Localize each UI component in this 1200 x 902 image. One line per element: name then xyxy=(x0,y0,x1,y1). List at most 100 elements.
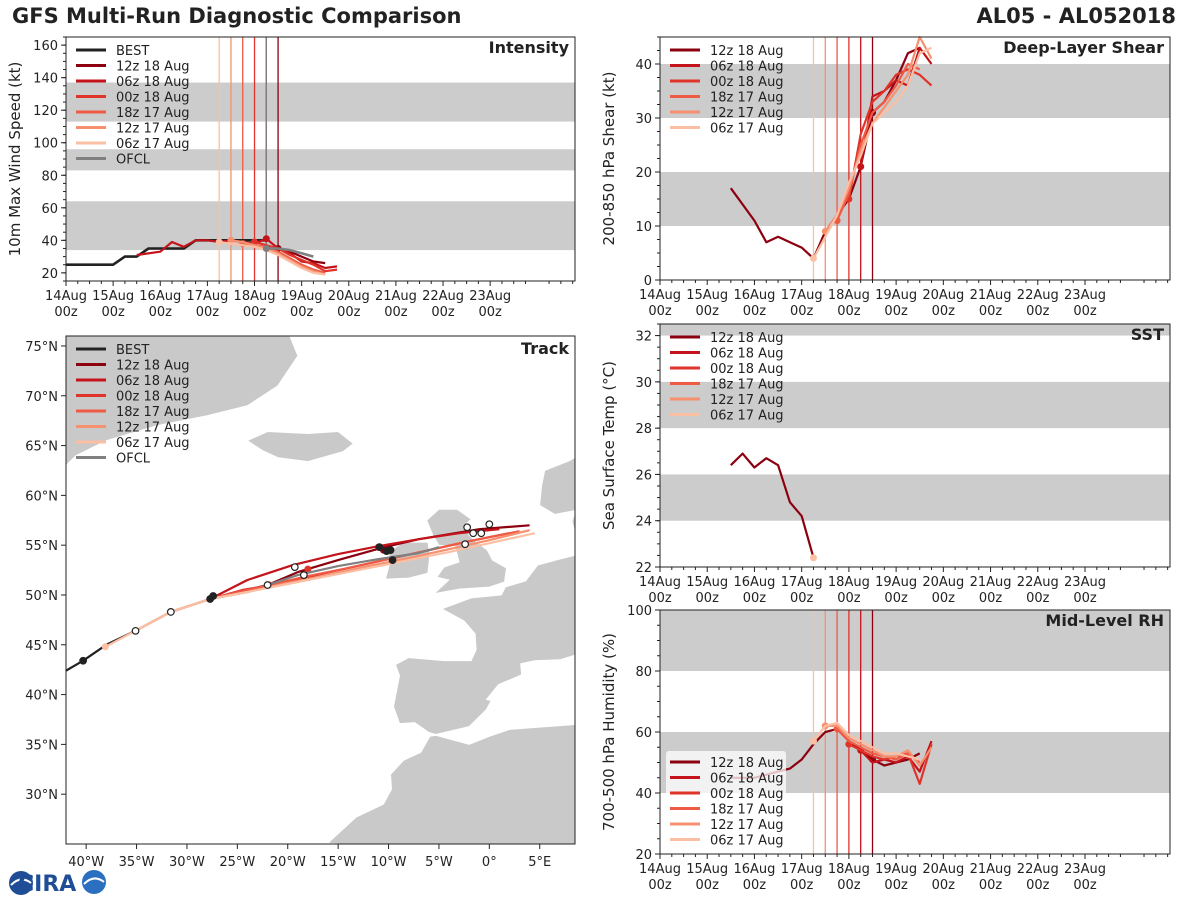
shade-band xyxy=(660,610,1170,671)
cira-logo: CIRA xyxy=(6,866,106,898)
best-track-point xyxy=(209,592,218,600)
landmass-iceland xyxy=(246,431,354,462)
x-tick-label: 00z xyxy=(54,305,78,320)
legend-label: 06z 17 Aug xyxy=(710,834,784,849)
legend-label: OFCL xyxy=(116,153,151,168)
y-tick-label: 65°N xyxy=(25,440,58,455)
best-track-point xyxy=(290,563,299,571)
x-tick-label: 00z xyxy=(932,591,956,606)
y-tick-label: 40 xyxy=(635,787,652,802)
x-tick-label: 00z xyxy=(743,878,767,893)
series-marker-06z-17-aug xyxy=(215,238,223,246)
landmass-scandinavia xyxy=(539,456,575,515)
legend-label: 12z 17 Aug xyxy=(710,106,784,121)
best-track-point xyxy=(386,546,395,555)
page-title: GFS Multi-Run Diagnostic Comparison xyxy=(12,4,462,28)
y-tick-label: 60 xyxy=(635,726,652,741)
y-tick-label: 35°N xyxy=(25,738,58,753)
legend-label: 12z 17 Aug xyxy=(710,393,784,408)
legend-label: 18z 17 Aug xyxy=(710,803,784,818)
series-line-12z-17-aug xyxy=(230,239,326,276)
series-line-06z-18-aug xyxy=(859,740,933,773)
x-tick-label: 00z xyxy=(384,305,408,320)
x-tick-label: 00z xyxy=(696,304,720,319)
x-tick-label: 5°W xyxy=(425,855,453,870)
y-tick-label: 60 xyxy=(41,202,58,217)
y-tick-label: 30 xyxy=(635,376,652,391)
x-tick-label: 16Aug xyxy=(733,862,775,877)
x-tick-label: 00z xyxy=(1073,304,1097,319)
panel-intensity: 2040608010012014016014Aug00z15Aug00z16Au… xyxy=(6,36,576,320)
x-tick-label: 00z xyxy=(884,591,908,606)
legend-label: 06z 17 Aug xyxy=(116,137,190,152)
x-tick-label: 00z xyxy=(1073,878,1097,893)
best-track-point xyxy=(79,656,88,665)
series-line-06z-17-aug xyxy=(812,721,920,761)
panel-title: Deep-Layer Shear xyxy=(1003,38,1164,57)
legend-label: 12z 17 Aug xyxy=(710,818,784,833)
x-tick-label: 00z xyxy=(979,591,1003,606)
x-tick-label: 21Aug xyxy=(970,862,1012,877)
x-tick-label: 00z xyxy=(837,591,861,606)
x-tick-label: 00z xyxy=(932,304,956,319)
x-tick-label: 15°W xyxy=(320,855,356,870)
x-tick-label: 00z xyxy=(979,304,1003,319)
panel-title: Mid-Level RH xyxy=(1045,611,1164,630)
best-track-point xyxy=(263,581,272,589)
x-tick-label: 14Aug xyxy=(639,575,681,590)
series-marker-06z-17-aug xyxy=(809,737,817,745)
x-tick-label: 00z xyxy=(979,878,1003,893)
x-tick-label: 15Aug xyxy=(686,288,728,303)
y-tick-label: 24 xyxy=(635,515,652,530)
best-track-point xyxy=(469,529,478,538)
x-tick-label: 00z xyxy=(196,305,220,320)
legend-label: 12z 17 Aug xyxy=(116,421,190,436)
panel-title: Intensity xyxy=(489,38,570,57)
x-tick-label: 00z xyxy=(431,305,455,320)
landmass-greenland xyxy=(66,336,299,467)
x-tick-label: 16Aug xyxy=(733,288,775,303)
legend-label: 12z 18 Aug xyxy=(116,359,190,374)
x-tick-label: 19Aug xyxy=(875,862,917,877)
x-tick-label: 00z xyxy=(790,878,814,893)
y-tick-label: 26 xyxy=(635,468,652,483)
shade-band xyxy=(660,324,1170,336)
x-tick-label: 00z xyxy=(837,304,861,319)
best-track-point xyxy=(299,571,308,579)
x-tick-label: 00z xyxy=(478,305,502,320)
legend-label: 12z 17 Aug xyxy=(116,122,190,137)
series-line-12z-18-aug xyxy=(730,452,815,559)
shade-band xyxy=(660,172,1170,226)
series-marker-12z-17-aug xyxy=(227,236,235,244)
x-tick-label: 00z xyxy=(837,878,861,893)
x-tick-label: 00z xyxy=(884,304,908,319)
y-tick-label: 100 xyxy=(627,604,652,619)
legend-label: 12z 18 Aug xyxy=(116,60,190,75)
series-line-06z-17-aug xyxy=(812,46,932,259)
shade-band xyxy=(660,381,1170,429)
x-tick-label: 18Aug xyxy=(828,288,870,303)
x-tick-label: 00z xyxy=(932,878,956,893)
series-marker-06z-17-aug xyxy=(809,254,817,262)
legend-label: 12z 18 Aug xyxy=(710,44,784,59)
series-marker-06z-18-aug xyxy=(857,163,865,171)
series-line-18z-17-aug xyxy=(836,728,921,764)
y-tick-label: 28 xyxy=(635,422,652,437)
x-tick-label: 30°W xyxy=(169,855,205,870)
x-tick-label: 00z xyxy=(884,878,908,893)
x-tick-label: 00z xyxy=(790,304,814,319)
best-track-point xyxy=(485,520,494,529)
x-tick-label: 18Aug xyxy=(828,575,870,590)
y-tick-label: 140 xyxy=(33,72,58,87)
x-tick-label: 22Aug xyxy=(1017,575,1059,590)
y-tick-label: 55°N xyxy=(25,539,58,554)
y-tick-label: 30 xyxy=(635,112,652,127)
shade-band xyxy=(660,474,1170,521)
legend-label: 18z 17 Aug xyxy=(116,405,190,420)
x-tick-label: 22Aug xyxy=(1017,288,1059,303)
y-tick-label: 32 xyxy=(635,330,652,345)
x-tick-label: 00z xyxy=(290,305,314,320)
x-tick-label: 00z xyxy=(149,305,173,320)
